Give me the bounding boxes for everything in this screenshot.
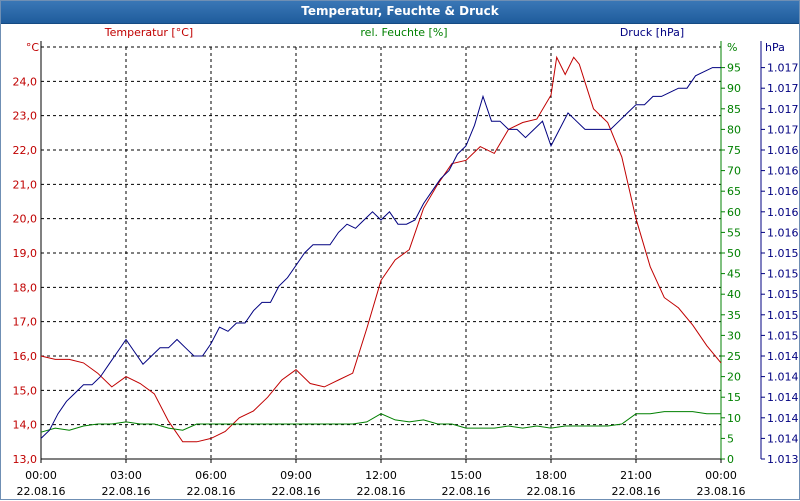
pressure-tick-label: 1.014 <box>767 391 799 404</box>
time-tick-label: 06:00 <box>195 469 227 482</box>
temperature-tick-label: 18,0 <box>13 281 38 294</box>
window-title: Temperatur, Feuchte & Druck <box>301 4 499 18</box>
humidity-tick-label: 55 <box>727 226 741 239</box>
humidity-tick-label: 35 <box>727 309 741 322</box>
temperature-tick-label: 23,0 <box>13 110 38 123</box>
humidity-unit-label: % <box>727 41 737 54</box>
pressure-tick-label: 1.017 <box>767 103 799 116</box>
date-tick-label: 22.08.16 <box>102 485 151 498</box>
pressure-tick-label: 1.017 <box>767 123 799 136</box>
series-line-temperature <box>40 55 722 443</box>
temperature-tick-label: 17,0 <box>13 316 38 329</box>
pressure-tick-label: 1.015 <box>767 247 799 260</box>
temperature-tick-label: 19,0 <box>13 247 38 260</box>
time-tick-label: 00:00 <box>25 469 57 482</box>
time-axis-ticks: 00:00 22.08.16 03:00 22.08.16 06:00 22.08.16 0… <box>17 459 746 498</box>
pressure-tick-label: 1.014 <box>767 432 799 445</box>
humidity-tick-label: 20 <box>727 371 741 384</box>
humidity-tick-label: 75 <box>727 144 741 157</box>
date-tick-label: 23.08.16 <box>697 485 746 498</box>
pressure-tick-label: 1.016 <box>767 206 799 219</box>
temperature-tick-label: 24,0 <box>13 75 38 88</box>
date-tick-label: 22.08.16 <box>187 485 236 498</box>
humidity-tick-label: 30 <box>727 329 741 342</box>
temperature-tick-label: 20,0 <box>13 213 38 226</box>
humidity-tick-label: 40 <box>727 288 741 301</box>
temperature-tick-label: 15,0 <box>13 384 38 397</box>
pressure-tick-label: 1.015 <box>767 268 799 281</box>
humidity-tick-label: 10 <box>727 412 741 425</box>
date-tick-label: 22.08.16 <box>612 485 661 498</box>
time-tick-label: 21:00 <box>620 469 652 482</box>
date-tick-label: 22.08.16 <box>357 485 406 498</box>
humidity-tick-label: 70 <box>727 165 741 178</box>
date-tick-label: 22.08.16 <box>17 485 66 498</box>
temperature-tick-label: 22,0 <box>13 144 38 157</box>
chart-area: 13,0 14,0 15,0 16,0 17,0 18,0 19,0 20,0 21,0 22,0… <box>13 26 799 498</box>
axis-headers: °C Temperatur [°C] rel. Feuchte [%] Druck [… <box>26 26 785 54</box>
temperature-tick-label: 21,0 <box>13 178 38 191</box>
pressure-tick-label: 1.015 <box>767 288 799 301</box>
humidity-tick-label: 95 <box>727 62 741 75</box>
humidity-tick-label: 65 <box>727 185 741 198</box>
pressure-tick-label: 1.016 <box>767 185 799 198</box>
time-tick-label: 12:00 <box>365 469 397 482</box>
humidity-tick-label: 45 <box>727 268 741 281</box>
temperature-tick-label: 14,0 <box>13 419 38 432</box>
pressure-tick-label: 1.016 <box>767 144 799 157</box>
date-tick-label: 22.08.16 <box>442 485 491 498</box>
pressure-tick-label: 1.016 <box>767 165 799 178</box>
pressure-tick-label: 1.014 <box>767 412 799 425</box>
humidity-tick-label: 60 <box>727 206 741 219</box>
time-tick-label: 03:00 <box>110 469 142 482</box>
temperature-axis-ticks: 13,0 14,0 15,0 16,0 17,0 18,0 19,0 20,0 21,0 22,0… <box>13 75 38 466</box>
pressure-tick-label: 1.015 <box>767 309 799 322</box>
title-bar: Temperatur, Feuchte & Druck <box>1 1 799 24</box>
humidity-axis-title: rel. Feuchte [%] <box>360 26 447 39</box>
pressure-tick-label: 1.017 <box>767 82 799 95</box>
pressure-tick-label: 1.014 <box>767 371 799 384</box>
series-lines <box>40 55 722 443</box>
date-tick-label: 22.08.16 <box>272 485 321 498</box>
pressure-tick-label: 1.013 <box>767 453 799 466</box>
humidity-tick-label: 15 <box>727 391 741 404</box>
humidity-tick-label: 90 <box>727 82 741 95</box>
pressure-tick-label: 1.014 <box>767 350 799 363</box>
temperature-tick-label: 16,0 <box>13 350 38 363</box>
time-tick-label: 15:00 <box>450 469 482 482</box>
series-line-humidity <box>40 411 721 433</box>
humidity-tick-label: 25 <box>727 350 741 363</box>
date-tick-label: 22.08.16 <box>527 485 576 498</box>
time-tick-label: 18:00 <box>535 469 567 482</box>
time-tick-label: 09:00 <box>280 469 312 482</box>
temperature-tick-label: 13,0 <box>13 453 38 466</box>
humidity-tick-label: 5 <box>727 432 734 445</box>
time-tick-label: 00:00 <box>705 469 737 482</box>
pressure-tick-label: 1.017 <box>767 62 799 75</box>
pressure-tick-label: 1.015 <box>767 329 799 342</box>
pressure-unit-label: hPa <box>765 41 785 54</box>
pressure-tick-label: 1.016 <box>767 226 799 239</box>
series-line-pressure <box>40 67 721 439</box>
humidity-tick-label: 50 <box>727 247 741 260</box>
pressure-axis-ticks: 1.013 1.014 1.014 1.014 1.014 1.014 1.015 1.015… <box>761 62 799 466</box>
pressure-axis-title: Druck [hPa] <box>620 26 684 39</box>
temperature-axis-title: Temperatur [°C] <box>104 26 193 39</box>
humidity-tick-label: 0 <box>727 453 734 466</box>
humidity-tick-label: 80 <box>727 123 741 136</box>
humidity-axis-ticks: 0 5 10 15 20 25 30 35 40 45 50 55 60 65 70 75 80 85 90 95 <box>721 62 741 466</box>
humidity-tick-label: 85 <box>727 103 741 116</box>
grid-lines <box>40 41 762 460</box>
temperature-unit-label: °C <box>26 41 40 54</box>
